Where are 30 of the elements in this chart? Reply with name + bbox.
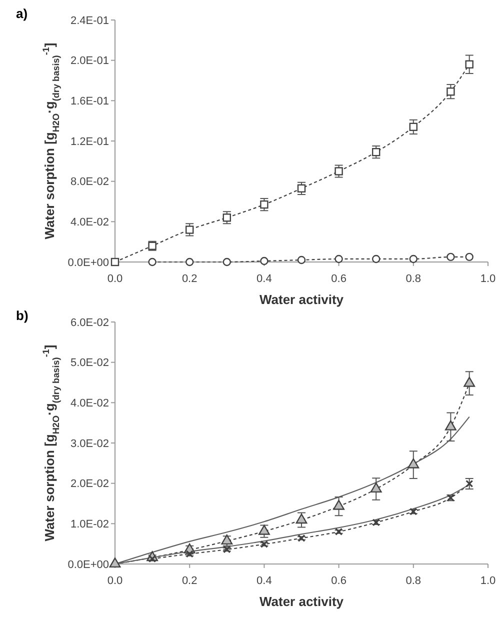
x-axis-title: Water activity — [259, 594, 344, 609]
y-tick-label: 2.0E-02 — [70, 478, 109, 490]
x-tick-label: 1.0 — [480, 575, 496, 587]
x-tick-label: 0.6 — [331, 575, 346, 587]
y-tick-label: 2.0E-01 — [70, 55, 109, 68]
x-tick-label: 0.8 — [406, 575, 422, 587]
x-tick-label: 0.8 — [406, 273, 422, 285]
x-tick-label: 0.6 — [331, 273, 346, 285]
y-tick-label: 8.0E-02 — [70, 176, 109, 188]
x-tick-label: 0.2 — [182, 575, 198, 587]
y-tick-label: 0.0E+00 — [68, 558, 109, 571]
y-tick-label: 3.0E-02 — [70, 438, 109, 450]
y-tick-label: 4.0E-02 — [70, 398, 109, 410]
x-tick-label: 0.4 — [256, 575, 272, 587]
y-tick-label: 5.0E-02 — [70, 357, 109, 370]
y-tick-label: 1.6E-01 — [70, 96, 109, 108]
chart-title: b) — [16, 308, 28, 323]
x-tick-label: 0.4 — [256, 273, 272, 285]
x-tick-label: 0.2 — [182, 273, 198, 285]
chart-title: a) — [16, 6, 28, 21]
y-tick-label: 1.2E-01 — [70, 136, 109, 148]
x-axis-title: Water activity — [259, 292, 344, 307]
y-tick-label: 2.4E-01 — [70, 14, 109, 27]
x-tick-label: 1.0 — [480, 273, 496, 285]
y-tick-label: 0.0E+00 — [68, 256, 109, 269]
x-tick-label: 0.0 — [107, 575, 123, 587]
y-tick-label: 1.0E-02 — [70, 518, 109, 531]
y-tick-label: 6.0E-02 — [70, 316, 109, 329]
y-tick-label: 4.0E-02 — [70, 216, 109, 229]
x-tick-label: 0.0 — [107, 273, 123, 285]
